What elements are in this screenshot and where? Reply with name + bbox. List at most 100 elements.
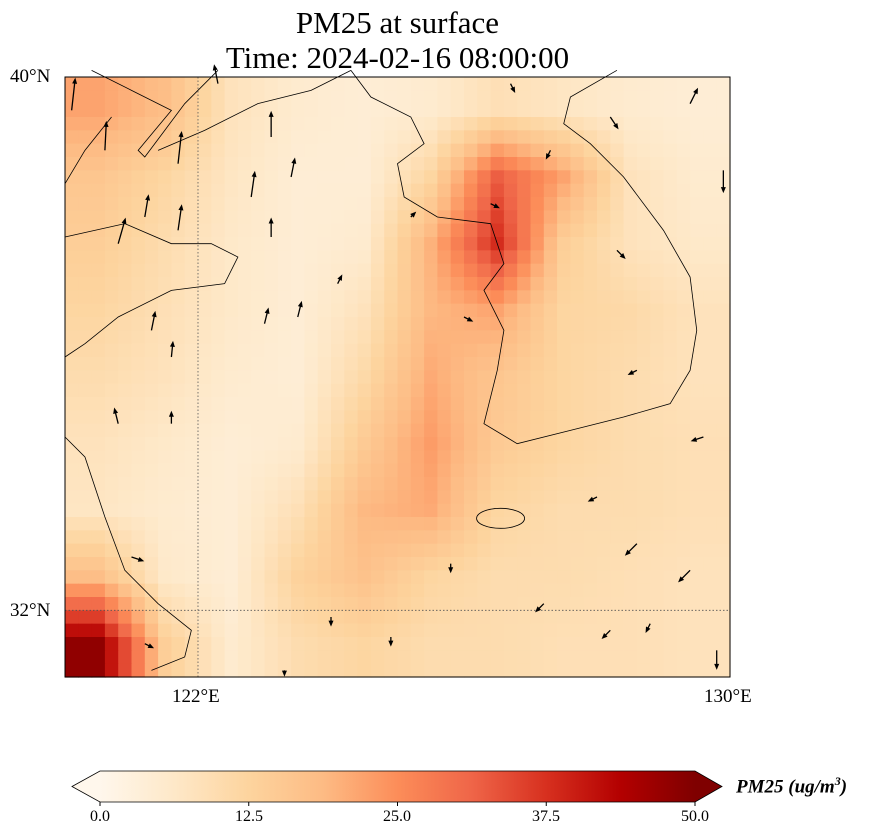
heatmap-cell xyxy=(543,277,558,291)
heatmap-cell xyxy=(477,77,492,91)
heatmap-cell xyxy=(690,370,704,385)
heatmap-cell xyxy=(304,290,319,305)
heatmap-cell xyxy=(703,477,718,491)
heatmap-cell xyxy=(370,410,385,425)
heatmap-cell xyxy=(716,597,731,611)
heatmap-cell xyxy=(331,117,345,131)
heatmap-cell xyxy=(490,370,505,385)
heatmap-cell xyxy=(291,317,305,331)
colorbar-max-extend xyxy=(695,771,722,802)
heatmap-cell xyxy=(370,597,385,611)
heatmap-cell xyxy=(277,423,292,438)
wind-arrow xyxy=(297,300,303,318)
heatmap-cell xyxy=(650,343,665,358)
heatmap-cell xyxy=(171,170,186,185)
heatmap-cell xyxy=(583,423,598,438)
wind-arrow xyxy=(117,217,127,244)
heatmap-cell xyxy=(184,410,199,425)
heatmap-cell xyxy=(158,183,172,198)
heatmap-cell xyxy=(437,557,452,571)
heatmap-cell xyxy=(91,623,106,638)
wind-arrow xyxy=(388,637,394,647)
heatmap-cell xyxy=(557,517,571,531)
heatmap-cell xyxy=(237,410,252,425)
heatmap-cell xyxy=(184,183,199,198)
heatmap-cell xyxy=(131,383,146,398)
heatmap-cell xyxy=(477,490,492,505)
heatmap-cell xyxy=(344,330,359,345)
heatmap-cell xyxy=(636,503,651,518)
heatmap-cell xyxy=(410,130,425,145)
heatmap-cell xyxy=(118,610,133,625)
heatmap-cell xyxy=(597,197,611,211)
heatmap-cell xyxy=(264,610,279,625)
heatmap-cell xyxy=(716,197,731,211)
heatmap-cell xyxy=(144,183,159,198)
heatmap-cell xyxy=(211,103,226,118)
heatmap-cell xyxy=(357,610,372,625)
heatmap-cell xyxy=(557,197,571,211)
heatmap-cell xyxy=(344,277,359,291)
heatmap-cell xyxy=(557,130,571,145)
heatmap-cell xyxy=(78,663,93,678)
heatmap-cell xyxy=(450,503,465,518)
heatmap-cell xyxy=(91,290,106,305)
heatmap-cell xyxy=(597,490,611,505)
heatmap-cell xyxy=(317,277,332,291)
heatmap-cell xyxy=(663,597,678,611)
heatmap-cell xyxy=(663,197,678,211)
heatmap-cell xyxy=(104,463,119,478)
heatmap-cell xyxy=(304,570,319,585)
heatmap-cell xyxy=(198,570,212,585)
heatmap-cell xyxy=(636,437,651,451)
heatmap-cell xyxy=(78,490,93,505)
heatmap-cell xyxy=(251,663,266,678)
heatmap-cell xyxy=(251,263,266,278)
heatmap-cell xyxy=(357,77,372,91)
heatmap-cell xyxy=(410,477,425,491)
heatmap-cell xyxy=(543,237,558,251)
heatmap-cell xyxy=(344,210,359,225)
heatmap-cell xyxy=(224,623,239,638)
heatmap-cell xyxy=(517,90,532,105)
heatmap-cell xyxy=(131,490,146,505)
heatmap-cell xyxy=(437,303,452,318)
heatmap-cell xyxy=(78,317,93,331)
heatmap-cell xyxy=(636,650,651,665)
heatmap-cell xyxy=(530,557,545,571)
heatmap-cell xyxy=(344,517,359,531)
heatmap-cell xyxy=(317,397,332,411)
heatmap-cell xyxy=(424,343,438,358)
heatmap-cell xyxy=(636,383,651,398)
heatmap-cell xyxy=(118,410,133,425)
heatmap-cell xyxy=(370,290,385,305)
heatmap-cell xyxy=(171,490,186,505)
heatmap-cell xyxy=(384,530,399,545)
heatmap-cell xyxy=(277,290,292,305)
heatmap-cell xyxy=(703,370,718,385)
heatmap-cell xyxy=(78,170,93,185)
heatmap-cell xyxy=(397,637,412,651)
heatmap-cell xyxy=(184,317,199,331)
heatmap-cell xyxy=(357,223,372,238)
heatmap-cell xyxy=(304,463,319,478)
heatmap-cell xyxy=(118,517,133,531)
heatmap-cell xyxy=(477,463,492,478)
heatmap-cell xyxy=(251,303,266,318)
heatmap-cell xyxy=(663,437,678,451)
heatmap-cell xyxy=(424,597,438,611)
heatmap-cell xyxy=(277,250,292,265)
heatmap-cell xyxy=(570,650,585,665)
heatmap-cell xyxy=(291,530,305,545)
heatmap-cell xyxy=(583,650,598,665)
heatmap-cell xyxy=(104,570,119,585)
heatmap-cell xyxy=(477,210,492,225)
heatmap-cell xyxy=(663,277,678,291)
heatmap-cell xyxy=(237,490,252,505)
heatmap-cell xyxy=(211,423,226,438)
heatmap-cell xyxy=(583,530,598,545)
heatmap-cell xyxy=(158,130,172,145)
heatmap-cell xyxy=(211,223,226,238)
heatmap-cell xyxy=(344,623,359,638)
heatmap-cell xyxy=(623,170,638,185)
